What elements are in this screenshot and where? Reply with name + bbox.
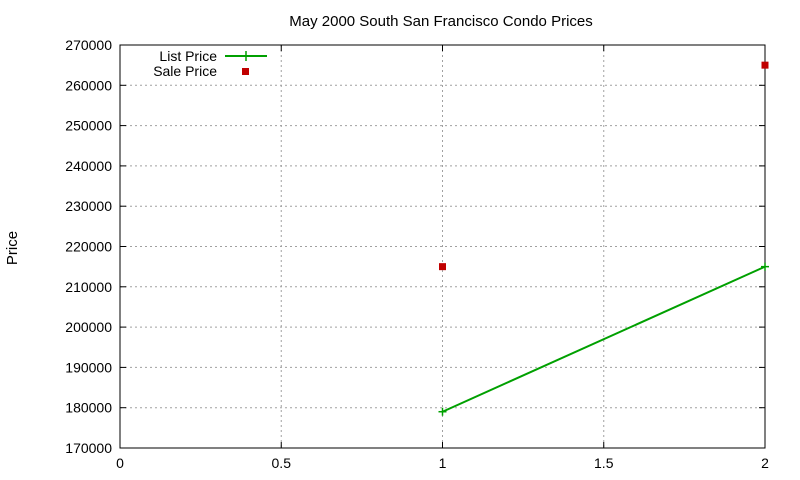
list-price-point: [438, 407, 447, 416]
grid-layer: [120, 45, 765, 448]
series-layer: [438, 61, 769, 416]
y-tick-label: 260000: [65, 77, 112, 93]
y-tick-label: 230000: [65, 198, 112, 214]
y-tick-label: 200000: [65, 319, 112, 335]
legend-label-sale-price: Sale Price: [153, 63, 217, 79]
legend-label-list-price: List Price: [159, 48, 217, 64]
chart-title: May 2000 South San Francisco Condo Price…: [289, 13, 593, 30]
y-tick-label: 190000: [65, 359, 112, 375]
y-tick-label: 270000: [65, 37, 112, 53]
sale-price-point: [761, 61, 769, 69]
x-tick-label: 0.5: [272, 455, 292, 471]
y-tick-label: 240000: [65, 158, 112, 174]
y-tick-label: 250000: [65, 118, 112, 134]
list-price-point: [761, 262, 769, 271]
list-price-line: [442, 265, 766, 413]
x-tick-label: 0: [116, 455, 124, 471]
tick-layer: 170000 180000 190000 200000 210000 220000 2300…: [65, 37, 769, 471]
x-tick-label: 1: [439, 455, 447, 471]
sale-price-point: [439, 263, 446, 271]
y-tick-label: 180000: [65, 400, 112, 416]
y-tick-label: 170000: [65, 440, 112, 456]
legend: List Price Sale Price: [153, 48, 267, 79]
y-tick-label: 210000: [65, 279, 112, 295]
y-axis-label: Price: [4, 231, 21, 265]
x-tick-label: 2: [761, 455, 769, 471]
y-tick-label: 220000: [65, 239, 112, 255]
x-tick-label: 1.5: [594, 455, 614, 471]
legend-marker-sale-price: [242, 68, 249, 75]
legend-marker-list-price: [241, 51, 251, 61]
